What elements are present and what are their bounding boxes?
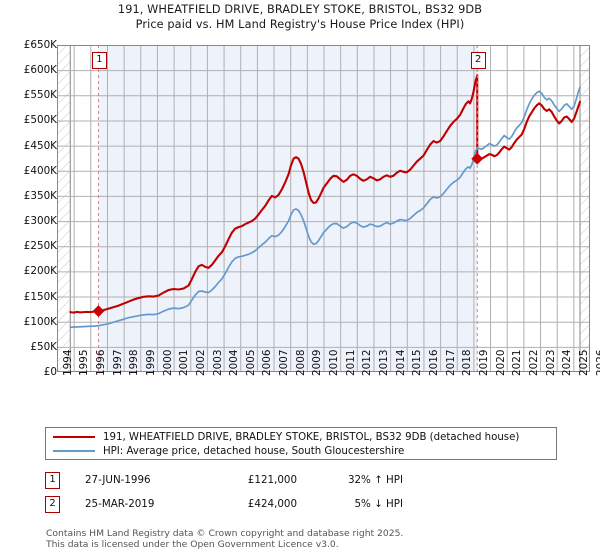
x-axis-tick-label: 2023 (544, 349, 557, 376)
x-axis-tick-label: 2025 (577, 349, 590, 376)
y-axis-tick-label: £250K (23, 240, 57, 253)
x-axis-tick-label: 2021 (511, 349, 524, 376)
table-row: 1 27-JUN-1996 £121,000 32% ↑ HPI (45, 472, 565, 492)
chart-title-line1: 191, WHEATFIELD DRIVE, BRADLEY STOKE, BR… (117, 3, 483, 16)
transaction-price-1: £121,000 (247, 474, 297, 486)
x-axis-tick-label: 2008 (294, 349, 307, 376)
transaction-hpi-delta-1: 32% ↑ HPI (347, 474, 403, 486)
y-axis-labels: £0 £50K £100K £150K £200K £250K £300K £350K £400… (0, 0, 57, 560)
x-axis-tick-label: 2014 (394, 349, 407, 376)
x-axis-tick-label: 2026 (594, 349, 600, 376)
x-axis-tick-label: 2009 (311, 349, 324, 376)
footer-line-2: This data is licensed under the Open Gov… (46, 538, 339, 550)
y-axis-tick-label: £350K (23, 189, 57, 202)
x-axis-tick-label: 2019 (478, 349, 490, 376)
x-axis-tick-label: 2013 (378, 349, 391, 376)
x-axis-tick-label: 2012 (361, 349, 374, 376)
y-axis-tick-label: £550K (23, 89, 57, 102)
x-axis-tick-label: 2017 (444, 349, 457, 376)
x-axis-tick-label: 1997 (111, 349, 124, 376)
callout-marker-1[interactable]: 1 (91, 52, 107, 69)
transactions-table: 1 27-JUN-1996 £121,000 32% ↑ HPI 2 25-MA… (45, 472, 565, 520)
x-axis-tick-label: 2003 (211, 349, 224, 376)
y-axis-tick-label: £500K (23, 114, 57, 127)
transaction-marker-1[interactable] (92, 305, 105, 318)
y-axis-tick-label: £150K (23, 290, 57, 303)
transaction-date-2: 25-MAR-2019 (85, 498, 155, 510)
x-axis-tick-label: 2004 (228, 349, 241, 376)
x-axis-tick-label: 1998 (128, 349, 141, 376)
legend-swatch-price (53, 436, 95, 438)
x-axis-tick-label: 1996 (94, 349, 107, 376)
footer-line-1: Contains HM Land Registry data © Crown c… (46, 528, 404, 539)
x-axis-tick-label: 2006 (261, 349, 274, 376)
chart-title-line2: Price paid vs. HM Land Registry's House … (135, 18, 465, 31)
chart-legend: 191, WHEATFIELD DRIVE, BRADLEY STOKE, BR… (45, 427, 557, 460)
hpi-average-line (69, 86, 581, 329)
legend-item-price: 191, WHEATFIELD DRIVE, BRADLEY STOKE, BR… (53, 430, 519, 444)
y-axis-tick-label: £650K (23, 39, 57, 51)
x-axis-tick-label: 2010 (328, 349, 341, 376)
x-axis-tick-label: 2020 (494, 349, 507, 376)
x-axis-tick-label: 2015 (411, 349, 424, 376)
transaction-index-2: 2 (45, 496, 60, 513)
x-axis-tick-label: 2016 (428, 349, 441, 376)
y-axis-tick-label: £200K (23, 265, 57, 278)
y-axis-tick-label: £0 (43, 366, 57, 378)
x-axis-tick-label: 2000 (161, 349, 174, 376)
x-axis-tick-label: 1994 (61, 349, 74, 376)
x-axis-tick-label: 1999 (144, 349, 157, 376)
x-axis-tick-label: 2024 (561, 349, 574, 376)
attribution-footer: Contains HM Land Registry data © Crown c… (46, 528, 586, 550)
transaction-index-1: 1 (45, 472, 60, 489)
x-axis-tick-label: 2001 (178, 349, 191, 376)
y-axis-tick-label: £450K (23, 139, 57, 152)
y-axis-tick-label: £100K (23, 315, 57, 328)
plot-svg (57, 45, 590, 372)
x-axis-tick-label: 2022 (527, 349, 540, 376)
transaction-hpi-delta-2: 5% ↓ HPI (354, 498, 404, 510)
x-axis-tick-label: 1995 (78, 349, 91, 376)
transaction-marker-2[interactable] (471, 152, 484, 165)
x-axis-tick-label: 2018 (461, 349, 474, 376)
x-axis-tick-label: 2002 (194, 349, 207, 376)
price-paid-line (69, 74, 582, 314)
y-axis-tick-label: £50K (30, 340, 57, 353)
legend-label-hpi: HPI: Average price, detached house, Sout… (103, 445, 405, 457)
chart-title: 191, WHEATFIELD DRIVE, BRADLEY STOKE, BR… (0, 2, 600, 32)
transaction-price-2: £424,000 (247, 498, 297, 510)
table-row: 2 25-MAR-2019 £424,000 5% ↓ HPI (45, 496, 565, 516)
legend-item-hpi: HPI: Average price, detached house, Sout… (53, 444, 404, 458)
x-axis-tick-label: 2005 (244, 349, 257, 376)
legend-label-price: 191, WHEATFIELD DRIVE, BRADLEY STOKE, BR… (103, 431, 520, 443)
y-axis-tick-label: £400K (23, 164, 57, 177)
legend-swatch-hpi (53, 450, 95, 452)
transaction-date-1: 27-JUN-1996 (85, 474, 151, 486)
x-axis-tick-label: 2011 (344, 349, 357, 376)
y-axis-tick-label: £600K (23, 64, 57, 77)
y-axis-tick-label: £300K (23, 215, 57, 228)
plot-area (57, 45, 590, 372)
x-axis-tick-label: 2007 (278, 349, 291, 376)
callout-marker-2[interactable]: 2 (470, 52, 486, 69)
